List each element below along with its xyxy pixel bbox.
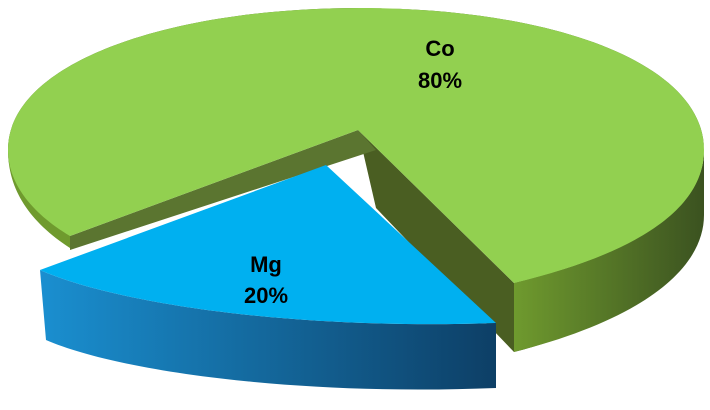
slice-co-value-label: 80% bbox=[418, 68, 462, 93]
slice-mg-value-label: 20% bbox=[244, 283, 288, 308]
slice-co-left-edge bbox=[8, 150, 70, 248]
slice-co-top bbox=[8, 8, 704, 283]
slice-co-name-label: Co bbox=[425, 36, 454, 61]
slice-mg-name-label: Mg bbox=[250, 252, 282, 277]
slice-mg bbox=[40, 165, 496, 390]
slice-mg-side bbox=[40, 270, 496, 390]
slice-co-front-side bbox=[514, 150, 704, 352]
slice-co-inner-face-right bbox=[358, 130, 514, 352]
slice-mg-top bbox=[40, 165, 496, 325]
slice-co-inner-face-left bbox=[70, 130, 376, 250]
slice-co bbox=[8, 8, 704, 352]
